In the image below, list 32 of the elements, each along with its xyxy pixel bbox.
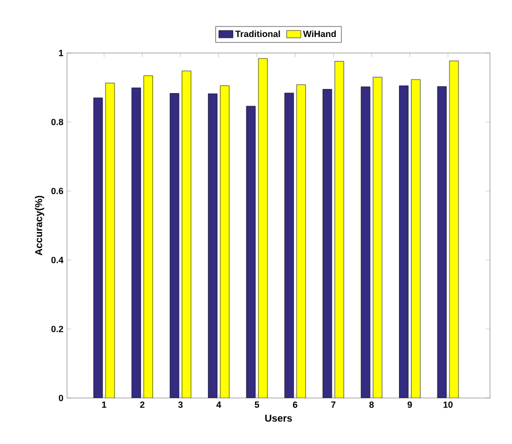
x-tick-label: 9	[408, 402, 412, 408]
bar	[220, 86, 230, 398]
x-tick-label: 10	[444, 402, 453, 408]
legend-label: Traditional	[235, 30, 280, 38]
bar	[411, 79, 420, 398]
y-tick-label: 0.4	[51, 256, 64, 264]
x-tick-label: 2	[140, 402, 144, 408]
x-tick-label: 5	[254, 402, 260, 408]
x-axis-title: Users	[265, 414, 292, 422]
bar	[132, 88, 141, 398]
x-tick-label: 1	[102, 402, 106, 408]
bar	[284, 92, 294, 398]
y-axis-title: Accuracy(%)	[34, 196, 44, 256]
legend-label: WiHand	[303, 30, 336, 38]
bar	[258, 58, 268, 398]
x-tick-label: 4	[216, 402, 222, 408]
y-tick-label: 0.2	[51, 326, 64, 332]
y-tick-label: 1	[59, 50, 64, 56]
x-tick-label: 3	[178, 402, 183, 408]
y-tick-label: 0.8	[51, 118, 64, 126]
bar	[322, 89, 332, 398]
x-tick-label: 6	[292, 402, 298, 408]
bar	[399, 86, 408, 398]
bar	[334, 61, 344, 398]
bar	[208, 94, 218, 398]
x-tick-label: 8	[369, 402, 374, 408]
bar	[246, 106, 256, 398]
bar	[296, 84, 306, 398]
bar	[144, 76, 153, 398]
x-tick-label: 7	[331, 402, 336, 408]
y-tick-label: 0.6	[51, 188, 64, 194]
y-tick-label: 0	[58, 394, 64, 402]
